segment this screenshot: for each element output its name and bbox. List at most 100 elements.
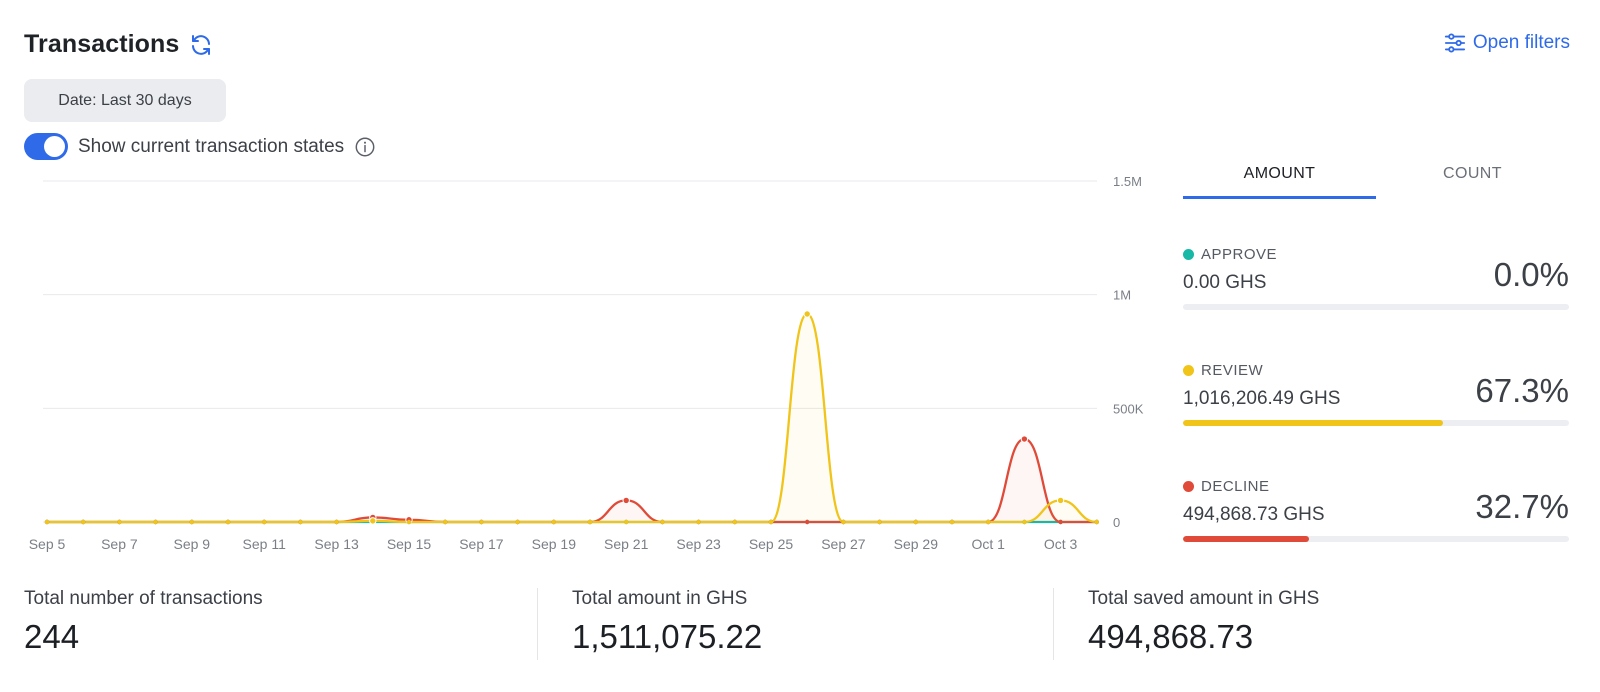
review-data-point — [81, 519, 86, 525]
review-data-point — [44, 519, 50, 525]
state-label: APPROVE — [1183, 246, 1277, 263]
date-filter-label: Date: Last 30 days — [58, 91, 192, 109]
x-tick-label: Sep 13 — [314, 536, 359, 552]
review-progress-fill — [1183, 420, 1443, 426]
y-axis-labels: 0 500K 1M 1.5M — [1113, 174, 1144, 530]
decline-data-point — [1058, 519, 1063, 525]
review-data-point — [551, 519, 556, 525]
approve-dot-icon — [1183, 249, 1194, 260]
refresh-icon[interactable] — [189, 33, 213, 57]
review-area — [47, 313, 1097, 522]
review-data-point — [406, 519, 412, 525]
x-tick-label: Oct 1 — [971, 536, 1005, 552]
chart-gridlines — [43, 180, 1097, 523]
review-progress-bar — [1183, 420, 1569, 426]
review-data-point — [913, 519, 918, 525]
page-title: Transactions — [24, 30, 180, 58]
total-amount-label: Total amount in GHS — [572, 588, 748, 609]
x-tick-label: Sep 21 — [604, 536, 649, 552]
review-dot-icon — [1183, 365, 1194, 376]
decline-area — [47, 439, 1097, 522]
review-data-point — [479, 519, 484, 525]
show-current-states-toggle[interactable] — [24, 133, 68, 160]
x-tick-label: Oct 3 — [1044, 536, 1078, 552]
review-series-line — [47, 312, 1097, 524]
x-tick-label: Sep 27 — [821, 536, 866, 552]
y-tick-label: 0 — [1113, 515, 1120, 530]
state-label: DECLINE — [1183, 478, 1270, 495]
decline-amount: 494,868.73 GHS — [1183, 504, 1325, 525]
review-data-point — [369, 517, 377, 525]
sliders-icon — [1444, 33, 1465, 53]
approve-label: APPROVE — [1201, 246, 1278, 263]
total-saved-value: 494,868.73 — [1088, 618, 1254, 655]
open-filters-label: Open filters — [1472, 32, 1570, 53]
review-data-point — [117, 519, 122, 525]
review-data-point — [660, 519, 665, 525]
review-data-point — [443, 519, 448, 525]
transactions-line-chart: 0 500K 1M 1.5M Sep 5 Sep 7 Sep 9 Sep 11 Sep 13 S… — [29, 174, 1144, 552]
total-saved-amount: Total saved amount in GHS 494,868.73 — [1088, 588, 1319, 660]
review-data-point — [262, 519, 267, 525]
x-tick-label: Sep 23 — [676, 536, 721, 552]
decline-data-point — [622, 496, 630, 505]
review-data-point — [877, 519, 882, 525]
review-data-point — [624, 519, 629, 525]
review-data-point — [225, 519, 231, 525]
x-axis-labels: Sep 5 Sep 7 Sep 9 Sep 11 Sep 13 Sep 15 Sep 17 S… — [29, 536, 1078, 552]
review-data-point — [986, 519, 991, 525]
review-data-point — [768, 519, 774, 525]
decline-label: DECLINE — [1201, 478, 1270, 495]
x-tick-label: Sep 5 — [29, 536, 66, 552]
total-saved-label: Total saved amount in GHS — [1088, 588, 1320, 609]
totals-row: Total number of transactions 244 Total a… — [0, 588, 1600, 660]
total-transactions-label: Total number of transactions — [24, 588, 263, 609]
review-data-point — [1022, 519, 1027, 525]
decline-progress-fill — [1183, 536, 1310, 542]
review-data-point — [153, 519, 158, 525]
page-header: Transactions — [24, 30, 213, 59]
review-data-point — [298, 519, 303, 525]
y-tick-label: 1.5M — [1113, 174, 1142, 189]
metric-tabs: AMOUNT COUNT — [1183, 150, 1569, 200]
x-tick-label: Sep 7 — [101, 536, 138, 552]
total-amount: Total amount in GHS 1,511,075.22 — [572, 588, 762, 660]
open-filters-button[interactable]: Open filters — [1444, 32, 1570, 54]
review-data-point — [334, 519, 339, 525]
review-data-point — [587, 519, 593, 525]
approve-percent: 0.0% — [1493, 256, 1569, 293]
y-tick-label: 500K — [1113, 401, 1144, 416]
toggle-label: Show current transaction states — [78, 135, 345, 157]
decline-series-line — [47, 437, 1097, 524]
decline-percent: 32.7% — [1475, 488, 1569, 525]
decline-progress-bar — [1183, 536, 1569, 542]
y-tick-label: 1M — [1113, 288, 1131, 303]
chart-series — [44, 310, 1100, 525]
active-tab-indicator — [1183, 196, 1376, 199]
review-amount: 1,016,206.49 GHS — [1183, 388, 1341, 409]
x-tick-label: Sep 25 — [749, 536, 794, 552]
x-tick-label: Sep 29 — [894, 536, 939, 552]
x-tick-label: Sep 9 — [174, 536, 211, 552]
review-data-point — [949, 519, 955, 525]
toggle-knob — [44, 136, 65, 157]
review-data-point — [732, 519, 737, 525]
tab-amount[interactable]: AMOUNT — [1243, 165, 1316, 182]
x-tick-label: Sep 11 — [243, 536, 287, 552]
review-label: REVIEW — [1201, 362, 1264, 379]
info-icon[interactable] — [354, 136, 376, 158]
review-data-point — [515, 519, 520, 525]
tab-count[interactable]: COUNT — [1443, 165, 1502, 182]
decline-dot-icon — [1183, 481, 1194, 492]
state-decline: DECLINE 494,868.73 GHS 32.7% — [1183, 478, 1569, 558]
total-amount-value: 1,511,075.22 — [572, 618, 763, 655]
review-percent: 67.3% — [1475, 372, 1569, 409]
state-review: REVIEW 1,016,206.49 GHS 67.3% — [1183, 362, 1569, 442]
divider — [537, 588, 538, 660]
total-transactions-value: 244 — [24, 618, 80, 655]
state-label: REVIEW — [1183, 362, 1263, 379]
x-tick-label: Sep 17 — [459, 536, 504, 552]
review-data-point — [803, 310, 811, 318]
date-filter-chip[interactable]: Date: Last 30 days — [24, 79, 226, 122]
state-approve: APPROVE 0.00 GHS 0.0% — [1183, 246, 1569, 326]
